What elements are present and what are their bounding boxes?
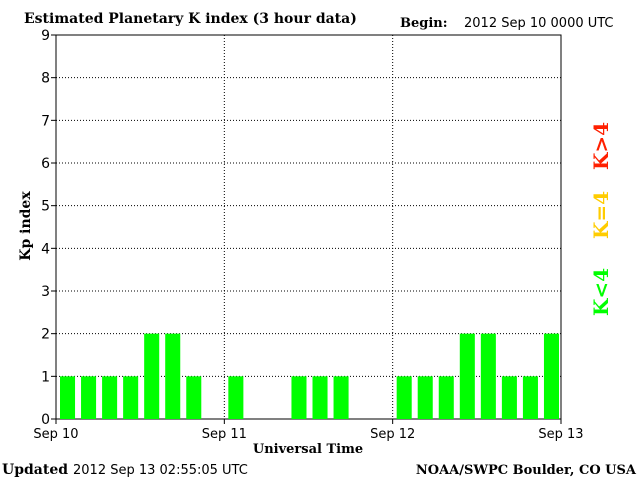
- begin-label: Begin:: [400, 16, 448, 31]
- kp-bar: [60, 376, 76, 419]
- kp-bar: [186, 376, 202, 419]
- kp-bar: [144, 333, 160, 419]
- legend-k-equal: K=4: [589, 191, 613, 239]
- updated-value: 2012 Sep 13 02:55:05 UTC: [73, 463, 248, 478]
- y-tick-label: 8: [41, 71, 50, 87]
- bars: [60, 333, 559, 419]
- y-tick-label: 0: [41, 412, 50, 428]
- updated-label: Updated: [2, 462, 68, 478]
- kp-bar: [228, 376, 244, 419]
- y-tick-label: 4: [41, 241, 50, 257]
- y-tick-label: 1: [41, 369, 50, 385]
- y-axis-label: Kp index: [18, 191, 34, 261]
- y-axis: 0 1 2 3 4 5 6 7 8 9: [41, 28, 56, 428]
- chart-title: Estimated Planetary K index (3 hour data…: [24, 11, 357, 27]
- legend-k-less: K<4: [589, 268, 613, 316]
- x-axis-label: Universal Time: [253, 442, 363, 457]
- kp-bar: [102, 376, 118, 419]
- kp-bar: [81, 376, 97, 419]
- x-axis: Sep 10 Sep 11 Sep 12 Sep 13: [33, 419, 584, 442]
- kp-bar: [312, 376, 328, 419]
- kp-bar: [501, 376, 517, 419]
- x-tick-label: Sep 10: [33, 427, 78, 442]
- y-tick-label: 6: [41, 156, 50, 172]
- y-tick-label: 7: [41, 113, 50, 129]
- legend-k-greater: K>4: [589, 122, 613, 170]
- x-tick-label: Sep 11: [202, 427, 247, 442]
- y-tick-label: 3: [41, 284, 50, 300]
- kp-bar: [165, 333, 181, 419]
- kp-bar: [417, 376, 433, 419]
- begin-value: 2012 Sep 10 0000 UTC: [464, 16, 614, 31]
- kp-bar: [459, 333, 475, 419]
- x-tick-label: Sep 12: [370, 427, 415, 442]
- y-tick-label: 5: [41, 199, 50, 215]
- kp-bar: [438, 376, 454, 419]
- y-tick-label: 9: [41, 28, 50, 44]
- y-tick-label: 2: [41, 327, 50, 343]
- grid: [56, 35, 561, 419]
- kp-bar: [543, 333, 559, 419]
- x-tick-label: Sep 13: [538, 427, 583, 442]
- kp-bar: [396, 376, 412, 419]
- credit: NOAA/SWPC Boulder, CO USA: [416, 463, 637, 478]
- kp-bar: [522, 376, 538, 419]
- kp-bar: [333, 376, 349, 419]
- kp-bar: [123, 376, 139, 419]
- kp-bar: [480, 333, 496, 419]
- kp-bar: [291, 376, 307, 419]
- plot-area: [55, 34, 562, 420]
